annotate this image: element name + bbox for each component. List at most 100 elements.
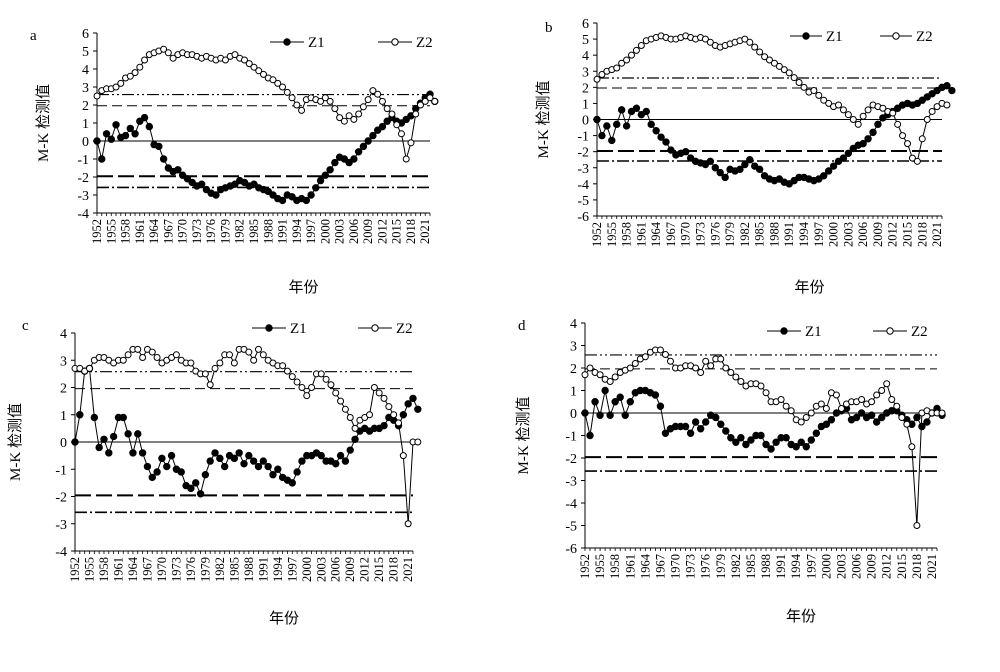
data-point-z2 [412,110,420,118]
y-tick-label: -3 [77,189,89,204]
data-point-z1 [177,468,185,476]
data-point-z2 [790,74,798,82]
x-tick-label: 2015 [901,222,915,247]
legend-label: Z2 [911,324,928,340]
data-point-z1 [278,196,287,205]
data-point-z1 [827,416,836,424]
x-tick-label: 2003 [841,222,855,247]
data-point-z1 [822,420,831,428]
y-tick-label: 3 [582,65,589,80]
data-point-z1 [158,454,166,463]
data-point-z2 [201,370,209,378]
x-tick-label: 1958 [97,557,111,582]
x-tick-label: 2015 [895,554,909,579]
y-tick-label: -2 [577,146,589,161]
x-tick-label: 2006 [850,554,864,579]
data-point-z2 [226,351,234,359]
data-point-z2 [637,42,645,50]
data-point-z1 [98,155,106,163]
y-tick-label: -3 [577,162,589,177]
data-point-z2 [859,112,867,120]
data-point-z1 [196,490,205,498]
data-point-z1 [722,427,730,435]
legend-z2: Z2 [358,321,413,337]
x-tick-label: 1976 [708,222,722,247]
x-tick-label: 1997 [804,554,818,579]
data-point-z2 [913,157,921,165]
data-point-z1 [192,479,200,487]
data-point-z2 [359,103,367,111]
data-point-z2 [206,381,214,389]
data-point-z1 [591,398,599,406]
data-point-z2 [388,110,396,118]
data-point-z1 [167,451,176,460]
x-tick-label: 1955 [593,554,607,579]
data-point-z2 [364,96,372,104]
data-point-z1 [346,446,354,454]
x-tick-label: 2021 [401,557,415,582]
data-point-z1 [345,158,353,167]
data-point-z2 [770,59,778,67]
data-point-z1 [307,191,315,199]
data-point-z2 [782,402,790,410]
data-point-z1 [351,435,359,443]
data-point-z1 [326,166,334,174]
data-point-z2 [124,351,132,359]
data-point-z1 [121,131,130,140]
x-tick-label: 1979 [198,557,212,582]
y-tick-label: -3 [55,518,67,533]
y-tick-label: -6 [565,542,577,557]
data-point-z1 [183,175,192,183]
x-tick-label: 1985 [227,557,241,582]
data-point-z2 [697,369,705,376]
data-point-z2 [93,92,101,100]
data-point-z1 [187,484,195,493]
data-point-z2 [298,106,306,114]
data-point-z1 [746,156,754,164]
data-point-z1 [178,171,187,179]
x-tick-label: 1955 [82,557,96,582]
data-point-z1 [661,429,670,437]
y-tick-label: 0 [60,436,67,451]
x-tick-label: 1952 [68,557,82,582]
data-point-z1 [701,418,710,426]
x-tick-label: 1997 [812,222,826,247]
data-point-z2 [414,438,422,446]
data-point-z2 [402,155,410,163]
data-point-z1 [197,180,206,188]
data-point-z2 [380,394,388,402]
x-tick-label: 2009 [865,554,879,579]
data-point-z2 [933,103,941,111]
data-point-z2 [893,402,901,410]
data-point-z1 [383,117,391,125]
data-point-z1 [316,176,325,185]
x-tick-label: 1985 [247,219,261,244]
x-tick-label: 2018 [910,554,924,579]
data-point-z2 [431,97,439,105]
data-point-z2 [835,101,842,109]
x-tick-label: 2003 [834,554,848,579]
data-point-z2 [279,362,287,370]
data-point-z2 [810,87,818,95]
y-tick-label: 0 [82,135,89,150]
data-point-z2 [837,405,845,412]
data-point-z2 [631,360,639,367]
data-point-z1 [762,440,770,449]
data-point-z2 [873,391,881,399]
data-point-z2 [692,364,700,372]
data-point-z1 [662,138,670,146]
data-point-z1 [155,142,163,151]
y-tick-label: 2 [582,81,589,96]
data-point-z2 [355,110,363,118]
data-point-z2 [350,115,358,123]
data-point-z1 [140,113,149,122]
data-point-z1 [254,462,263,471]
y-tick-label: -1 [565,430,577,445]
x-tick-label: 1964 [638,553,652,579]
x-tick-label: 1952 [90,219,104,244]
data-point-z2 [913,522,921,529]
data-point-z1 [797,438,805,446]
y-tick-label: -4 [55,545,67,560]
